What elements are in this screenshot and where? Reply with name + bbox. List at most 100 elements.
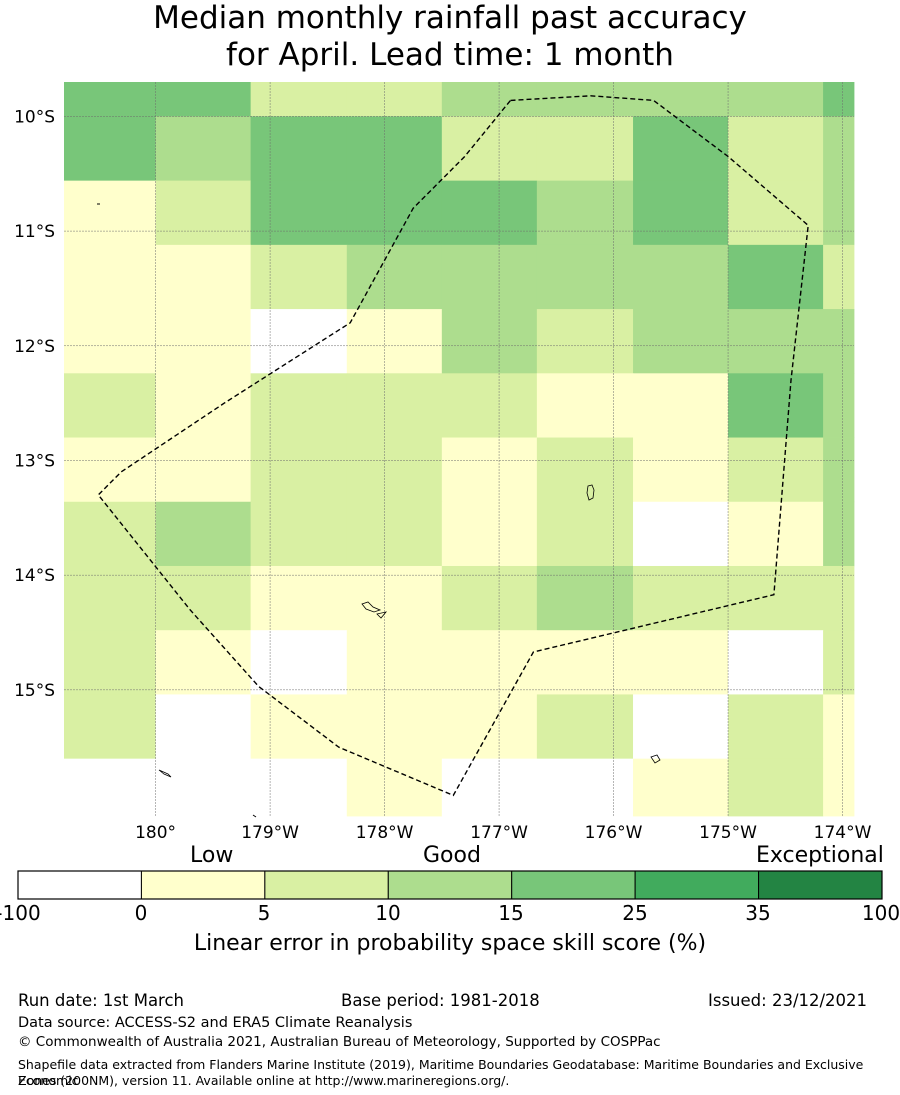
grid-cell — [250, 501, 348, 567]
grid-cell — [250, 116, 348, 182]
grid-cell — [633, 501, 729, 567]
grid-cell — [155, 309, 252, 374]
grid-cell — [64, 309, 156, 374]
grid-cell — [155, 180, 252, 246]
island-outline — [252, 814, 257, 818]
grid-cell — [155, 437, 252, 503]
grid-cell — [346, 82, 443, 117]
data-source: Data source: ACCESS-S2 and ERA5 Climate … — [18, 1015, 413, 1031]
grid-cell — [441, 373, 538, 438]
grid-cell — [633, 180, 729, 246]
grid-cell — [64, 244, 156, 310]
grid-cell — [823, 180, 855, 246]
island-outlines — [97, 203, 661, 818]
grid-cell — [536, 82, 634, 117]
shapefile-credit-line1: Shapefile data extracted from Flanders M… — [18, 1057, 864, 1088]
grid-cell — [728, 82, 824, 117]
grid-cell — [346, 694, 443, 760]
y-tick-label: 11°S — [14, 222, 55, 242]
shapefile-credit-line2: Zones (200NM), version 11. Available onl… — [18, 1073, 510, 1088]
x-tick-label: 179°W — [241, 823, 299, 843]
grid-cell — [441, 437, 538, 503]
grid-cell — [155, 501, 252, 567]
x-tick-label: 180° — [135, 823, 176, 843]
colorbar-segment — [17, 870, 142, 900]
grid-cell — [346, 373, 443, 438]
grid-cell — [155, 373, 252, 438]
base-period: Base period: 1981-2018 — [341, 991, 540, 1010]
grid-cell — [155, 758, 252, 817]
y-axis-ticks: 10°S 11°S 12°S 13°S 14°S 15°S — [14, 107, 55, 700]
island-outline — [376, 611, 388, 619]
island-outline — [158, 769, 172, 778]
grid-cell — [536, 244, 634, 310]
x-tick-label: 177°W — [470, 823, 528, 843]
grid-cell — [633, 630, 729, 695]
grid-cell — [536, 116, 634, 182]
grid-cell — [64, 630, 156, 695]
grid-cell — [155, 630, 252, 695]
grid-cell — [728, 758, 824, 817]
grid-cell — [728, 437, 824, 503]
x-tick-label: 175°W — [699, 823, 757, 843]
grid-cell — [633, 758, 729, 817]
colorbar-low-label: Low — [190, 843, 234, 868]
grid-cell — [250, 373, 348, 438]
grid-cell — [823, 116, 855, 182]
grid-cell — [250, 437, 348, 503]
colorbar-segment — [758, 870, 883, 900]
grid-cells — [64, 82, 855, 817]
grid-cell — [64, 565, 156, 631]
grid-cell — [155, 82, 252, 117]
colorbar-tick-label: 35 — [745, 901, 771, 925]
chart-title-line1: Median monthly rainfall past accuracy — [153, 0, 747, 36]
grid-cell — [250, 82, 348, 117]
grid-cell — [441, 758, 538, 817]
y-tick-label: 13°S — [14, 451, 55, 471]
x-tick-label: 178°W — [356, 823, 414, 843]
grid-cell — [633, 309, 729, 374]
grid-cell — [441, 501, 538, 567]
grid-cell — [633, 565, 729, 631]
grid-cell — [155, 116, 252, 182]
colorbar-tick-label: 0 — [134, 901, 148, 925]
grid-cell — [346, 437, 443, 503]
grid-cell — [250, 758, 348, 817]
grid-cell — [64, 501, 156, 567]
grid-cell — [536, 630, 634, 695]
grid-cell — [536, 373, 634, 438]
grid-cell — [536, 758, 634, 817]
grid-cell — [823, 244, 855, 310]
grid-cell — [728, 501, 824, 567]
grid-cell — [155, 565, 252, 631]
grid-cell — [633, 244, 729, 310]
colorbar-tick-label: 100 — [861, 901, 900, 925]
colorbar-tick-label: 10 — [375, 901, 401, 925]
grid-cell — [250, 630, 348, 695]
grid-cell — [536, 437, 634, 503]
y-tick-label: 10°S — [14, 107, 55, 127]
colorbar-segment — [511, 870, 636, 900]
grid-cell — [823, 82, 855, 117]
colorbar-good-label: Good — [423, 843, 481, 868]
colorbar-tick-label: 15 — [498, 901, 524, 925]
colorbar-tick-label: 5 — [257, 901, 271, 925]
grid-cell — [728, 244, 824, 310]
grid-cell — [250, 309, 348, 374]
grid-cell — [633, 694, 729, 760]
grid-cell — [346, 630, 443, 695]
grid-cell — [346, 116, 443, 182]
colorbar-tick-label: 25 — [622, 901, 648, 925]
grid-cell — [346, 501, 443, 567]
grid-cell — [346, 565, 443, 631]
x-tick-label: 174°W — [814, 823, 872, 843]
issued-date: Issued: 23/12/2021 — [708, 991, 868, 1010]
grid-cell — [250, 694, 348, 760]
grid-cell — [823, 437, 855, 503]
colorbar-segment — [387, 870, 513, 900]
grid-cell — [346, 758, 443, 817]
grid-cell — [64, 694, 156, 760]
grid-cell — [728, 694, 824, 760]
grid-cell — [64, 180, 156, 246]
grid-cell — [155, 694, 252, 760]
